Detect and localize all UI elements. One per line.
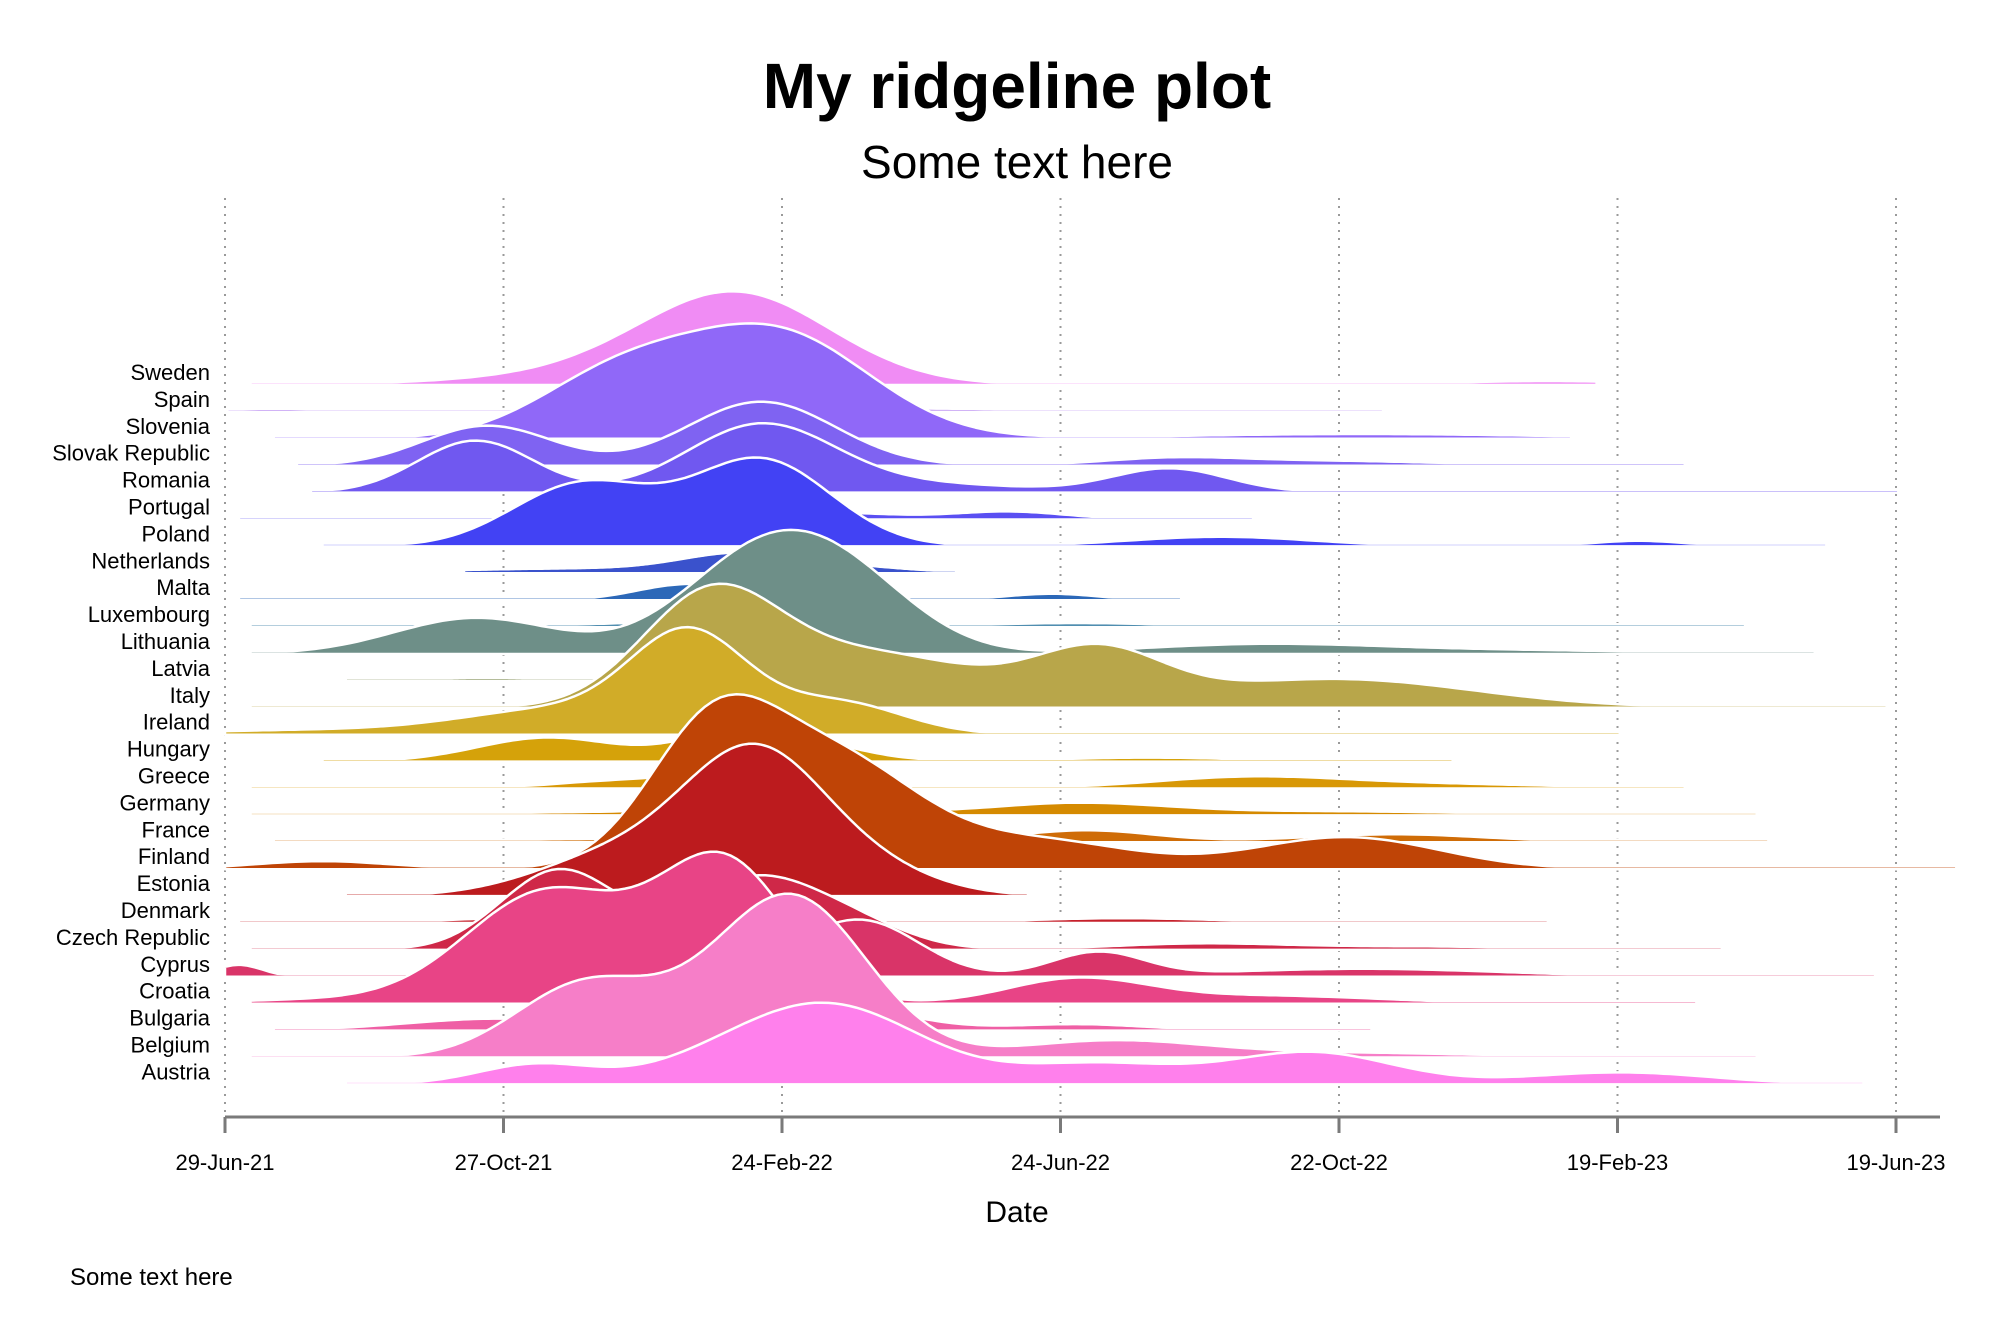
y-axis-label: Romania: [122, 468, 211, 493]
y-axis-label: Croatia: [139, 979, 211, 1004]
y-axis-label: Poland: [141, 521, 210, 546]
x-tick-label: 19-Jun-23: [1846, 1150, 1945, 1175]
y-axis-label: Estonia: [137, 871, 211, 896]
y-axis-label: Denmark: [121, 898, 211, 923]
ridge-hungary: [321, 726, 1454, 763]
chart-subtitle: Some text here: [861, 136, 1173, 188]
x-tick-label: 27-Oct-21: [455, 1150, 553, 1175]
ridge-poland: [321, 456, 1828, 548]
y-axis-label: Bulgaria: [129, 1006, 210, 1031]
y-axis-label: Latvia: [151, 656, 210, 681]
ridge-denmark: [237, 913, 1550, 925]
y-axis-label: Czech Republic: [56, 925, 210, 950]
chart-title: My ridgeline plot: [763, 50, 1271, 122]
x-tick-label: 24-Jun-22: [1011, 1150, 1110, 1175]
y-axis-label: Slovenia: [126, 414, 211, 439]
ridges: [223, 290, 1958, 1086]
y-axis-label: Ireland: [143, 710, 210, 735]
x-axis-ticks: 29-Jun-21 27-Oct-21 24-Feb-22 24-Jun-22 22-O…: [175, 1117, 1946, 1175]
y-axis-label: Lithuania: [121, 629, 211, 654]
ridge-germany: [249, 796, 1759, 817]
y-axis-label: Netherlands: [91, 548, 210, 573]
y-axis-label: Austria: [142, 1059, 211, 1084]
ridge-lithuania: [249, 528, 1817, 656]
ridge-austria: [344, 1001, 1865, 1086]
ridge-slovak-republic: [295, 400, 1687, 467]
y-axis-label: Italy: [170, 683, 210, 708]
ridge-greece: [249, 765, 1687, 790]
ridge-sweden: [249, 290, 1598, 387]
ridge-belgium: [249, 892, 1759, 1059]
y-axis-label: Slovak Republic: [52, 441, 210, 466]
x-tick-label: 29-Jun-21: [175, 1150, 274, 1175]
y-axis-label: Greece: [138, 764, 210, 789]
y-axis-label: Belgium: [131, 1033, 210, 1058]
y-axis-label: Hungary: [127, 737, 210, 762]
ridge-croatia: [249, 850, 1698, 1005]
y-axis-label: Luxembourg: [88, 602, 210, 627]
x-tick-label: 19-Feb-23: [1567, 1150, 1669, 1175]
ridge-slovenia: [272, 322, 1573, 441]
chart-caption: Some text here: [70, 1264, 233, 1291]
y-axis-label: Finland: [138, 844, 210, 869]
y-axis-label: Sweden: [130, 360, 210, 385]
y-axis-label: Spain: [154, 387, 210, 412]
y-axis-label: Cyprus: [140, 952, 210, 977]
y-axis-label: Portugal: [128, 495, 210, 520]
y-axis-label: Malta: [156, 575, 211, 600]
ridge-estonia: [344, 742, 1030, 898]
x-tick-label: 24-Feb-22: [731, 1150, 833, 1175]
y-axis-label: France: [142, 817, 210, 842]
x-axis-title: Date: [985, 1196, 1048, 1229]
y-axis-label: Germany: [120, 790, 210, 815]
ridge-ireland: [223, 625, 1622, 736]
x-tick-label: 22-Oct-22: [1290, 1150, 1388, 1175]
